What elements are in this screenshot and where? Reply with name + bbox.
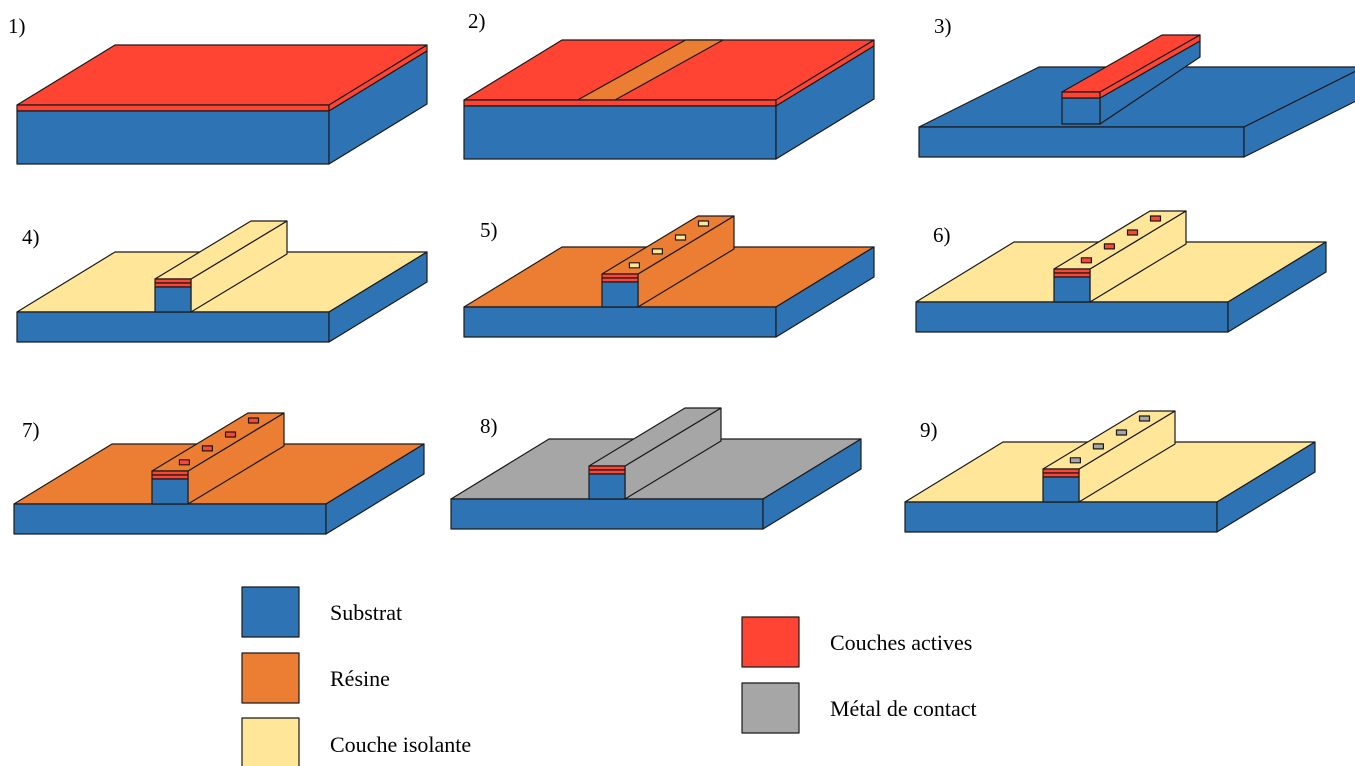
active-layer-front: [463, 99, 777, 107]
substrate-side: [775, 246, 875, 338]
legend-label: Résine: [330, 666, 390, 691]
step-2: 2): [463, 9, 875, 160]
process-steps: 1) 2) 3) 4) 5) 6) 7) 8) 9): [8, 9, 1355, 535]
legend-swatch: [741, 682, 800, 734]
legend-label: Couches actives: [830, 630, 972, 655]
step-label: 5): [480, 218, 498, 242]
active-layer-front: [1061, 91, 1101, 99]
step-label: 9): [920, 418, 938, 442]
legend-swatch: [241, 652, 300, 704]
step-label: 1): [8, 14, 26, 38]
substrate-side: [762, 438, 862, 530]
step-8: 8): [450, 407, 862, 530]
step-6: 6): [915, 210, 1327, 333]
contact-opening: [1092, 443, 1105, 450]
contact-opening: [1115, 429, 1128, 436]
legend-item-metal: Métal de contact: [741, 682, 977, 734]
ridge-substrate-front: [601, 281, 639, 308]
contact-opening: [178, 459, 190, 466]
substrate-side: [325, 443, 425, 535]
active-layer-front: [16, 104, 330, 112]
ridge-substrate-front: [1053, 276, 1091, 303]
substrate-front: [450, 498, 764, 530]
legend-label: Métal de contact: [830, 696, 977, 721]
substrate-side: [1243, 70, 1355, 158]
contact-opening: [1103, 243, 1116, 250]
substrate-front: [904, 501, 1218, 533]
step-label: 4): [22, 225, 40, 249]
contact-opening: [674, 234, 687, 241]
legend-swatch: [741, 616, 800, 668]
step-label: 8): [480, 414, 498, 438]
contact-opening: [1138, 415, 1151, 422]
substrate-front: [463, 306, 777, 338]
step-label: 6): [933, 223, 951, 247]
contact-opening: [1069, 457, 1082, 464]
substrate-side: [1216, 441, 1316, 533]
legend-item-substrat: Substrat: [241, 586, 402, 638]
contact-opening: [201, 445, 213, 452]
contact-opening: [1080, 257, 1093, 264]
contact-opening: [224, 431, 237, 438]
substrate-front: [918, 126, 1245, 158]
step-label: 7): [22, 418, 40, 442]
step-label: 2): [468, 9, 486, 33]
step-label: 3): [934, 14, 952, 38]
substrate-side: [328, 50, 428, 165]
substrate-side: [328, 251, 428, 343]
step-3: 3): [918, 14, 1355, 158]
legend-swatch: [241, 717, 300, 766]
contact-opening: [697, 220, 710, 227]
contact-opening: [1126, 229, 1139, 236]
legend-item-isolant: Couche isolante: [241, 717, 471, 766]
ridge-substrate-front: [151, 478, 189, 505]
substrate-front: [16, 110, 330, 165]
step-4: 4): [16, 220, 428, 343]
contact-opening: [247, 417, 260, 424]
legend: Substrat Résine Couche isolante Couches act…: [241, 586, 977, 766]
substrate-front: [16, 311, 330, 343]
legend-item-actif: Couches actives: [741, 616, 972, 668]
substrate-side: [775, 45, 875, 160]
legend-swatch: [241, 586, 300, 638]
ridge-substrate-front: [588, 473, 626, 500]
legend-item-resine: Résine: [241, 652, 390, 704]
step-5: 5): [463, 215, 875, 338]
substrate-front: [463, 105, 777, 160]
substrate-front: [915, 301, 1229, 333]
step-9: 9): [904, 410, 1316, 533]
legend-label: Substrat: [330, 600, 402, 625]
step-7: 7): [13, 412, 425, 535]
contact-opening: [1149, 215, 1162, 222]
active-layer-side: [1099, 34, 1201, 99]
contact-opening: [628, 262, 641, 269]
substrate-front: [13, 503, 327, 535]
substrate-side: [1227, 241, 1327, 333]
legend-label: Couche isolante: [330, 732, 471, 757]
ridge-substrate-front: [1042, 476, 1080, 503]
step-1: 1): [8, 14, 428, 165]
contact-opening: [651, 248, 664, 255]
ridge-substrate-front: [154, 286, 192, 313]
ridge-front: [1061, 97, 1101, 125]
